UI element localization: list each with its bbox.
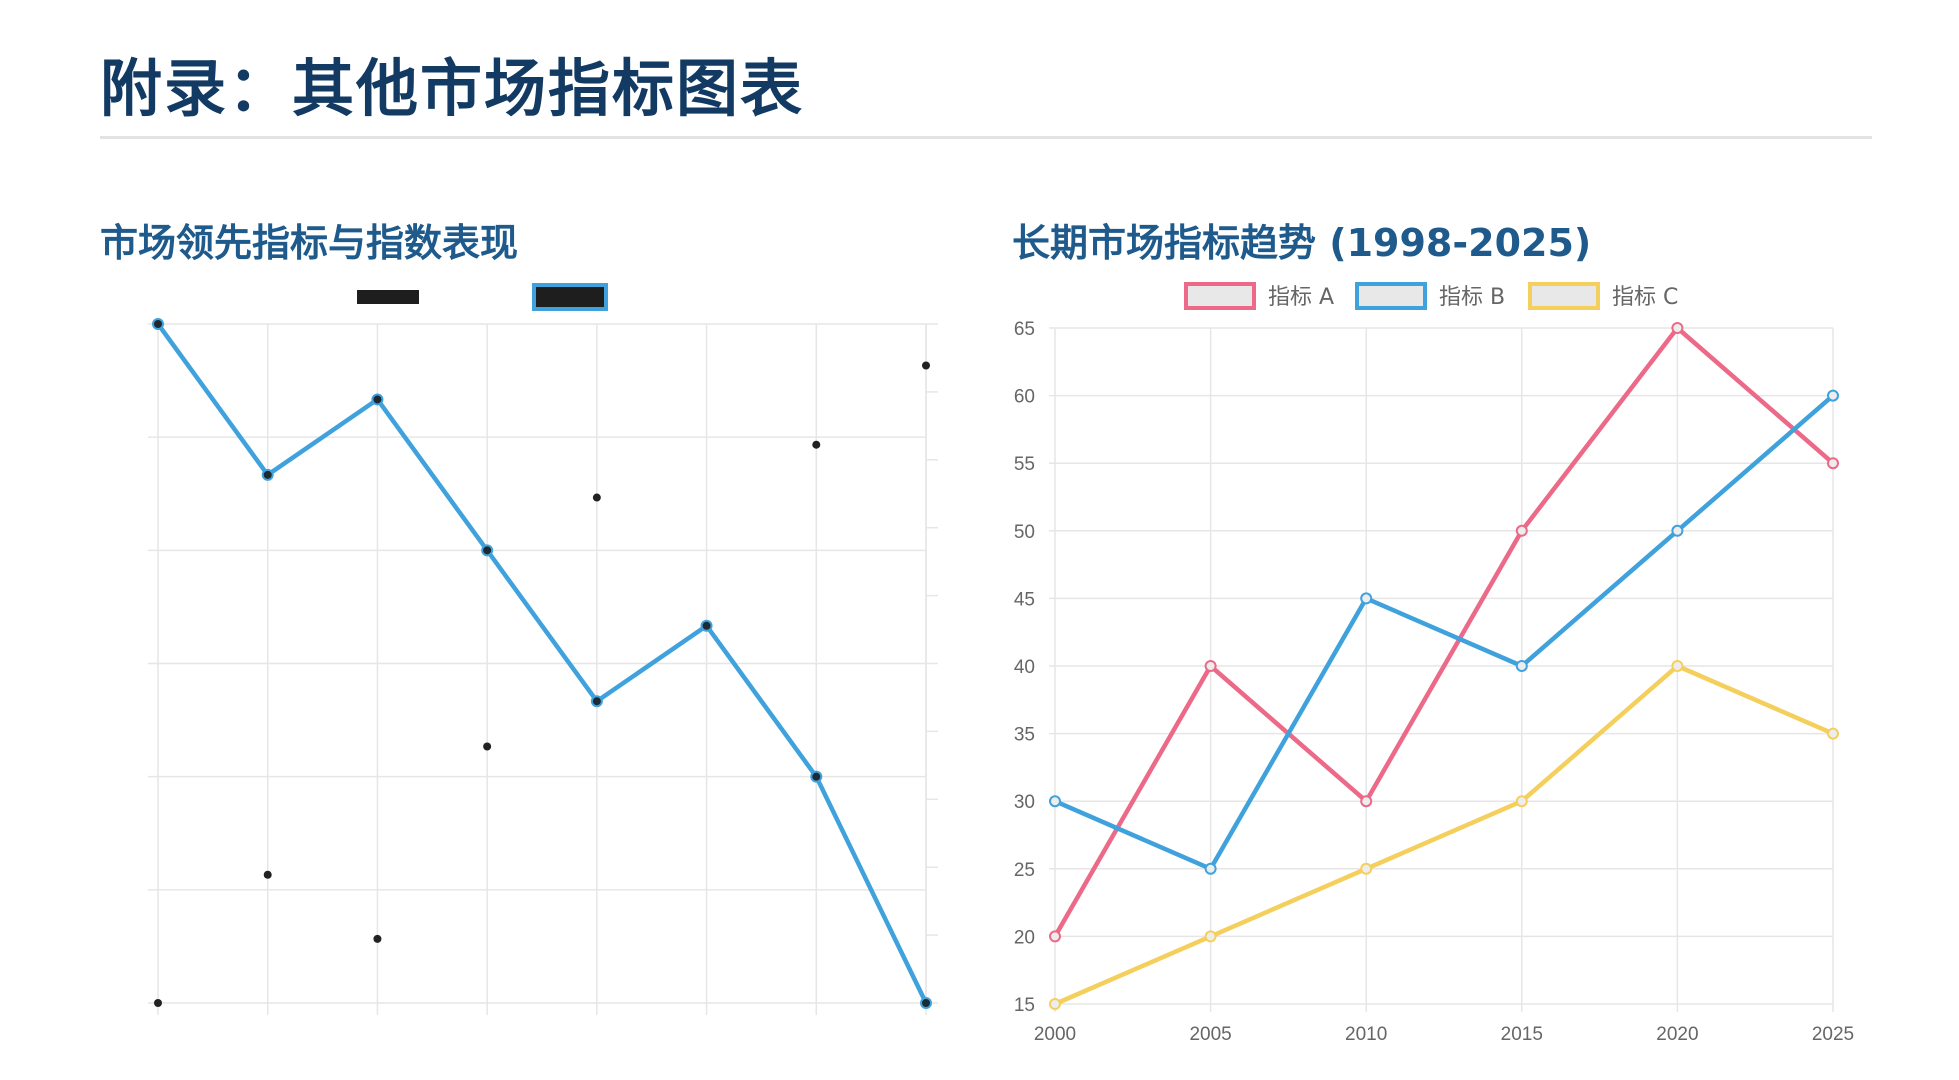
series-point xyxy=(1827,389,1839,402)
y-tick-label: 40 xyxy=(1014,657,1035,678)
y-tick-label: 60 xyxy=(1014,387,1035,408)
series-point xyxy=(1671,322,1684,334)
line-point xyxy=(590,695,603,708)
scatter-point xyxy=(592,493,601,502)
series-point xyxy=(1049,930,1061,943)
line-point xyxy=(920,997,932,1009)
y-tick-label: 15 xyxy=(1014,995,1035,1016)
series-point xyxy=(1204,660,1217,672)
series-point xyxy=(1360,862,1373,875)
series-point xyxy=(1049,998,1061,1010)
series-line xyxy=(1053,325,1835,938)
series-line xyxy=(1054,393,1835,872)
x-tick-label: 2010 xyxy=(1345,1024,1387,1045)
series-point xyxy=(1515,660,1528,672)
title-divider xyxy=(100,136,1872,139)
line-point xyxy=(152,318,164,330)
y-tick-label: 20 xyxy=(1014,927,1035,948)
y-tick-label: 50 xyxy=(1014,522,1035,543)
legend-swatch xyxy=(1528,282,1600,310)
y-tick-label: 45 xyxy=(1014,589,1035,610)
scatter-point xyxy=(483,742,492,751)
leading-indicator-chart xyxy=(148,283,938,1015)
y-tick-label: 65 xyxy=(1014,319,1035,340)
series-point xyxy=(1827,727,1839,740)
series-point xyxy=(1360,795,1373,808)
scatter-point xyxy=(373,934,382,943)
page-title: 附录：其他市场指标图表 xyxy=(100,52,805,125)
x-tick-label: 2025 xyxy=(1812,1024,1854,1045)
series-point xyxy=(1360,592,1373,605)
legend-label: 指标 C xyxy=(1612,285,1678,310)
series-line xyxy=(156,322,929,1004)
x-tick-label: 2005 xyxy=(1189,1024,1231,1045)
line-point xyxy=(810,770,823,783)
scatter-point xyxy=(812,440,821,449)
y-tick-label: 35 xyxy=(1014,725,1035,746)
series-point xyxy=(1049,795,1061,808)
right-chart-title: 长期市场指标趋势 (1998-2025) xyxy=(1012,221,1592,265)
line-point xyxy=(700,619,713,632)
scatter-point xyxy=(263,870,272,879)
y-tick-label: 25 xyxy=(1014,860,1035,881)
series-point xyxy=(1671,660,1684,672)
series-line xyxy=(1054,663,1834,1007)
line-point xyxy=(261,468,274,481)
scatter-point xyxy=(154,999,162,1007)
legend-swatch xyxy=(1184,282,1256,310)
series-point xyxy=(1671,524,1684,537)
legend-swatch xyxy=(1355,282,1427,310)
series-point xyxy=(1827,457,1839,470)
scatter-point xyxy=(922,361,930,370)
left-chart-title: 市场领先指标与指数表现 xyxy=(100,221,519,265)
x-tick-label: 2015 xyxy=(1501,1024,1543,1045)
legend-swatch-scatter xyxy=(357,290,419,304)
y-tick-label: 30 xyxy=(1014,792,1035,813)
series-point xyxy=(1204,862,1217,875)
series-point xyxy=(1204,930,1217,943)
x-tick-label: 2000 xyxy=(1034,1024,1076,1045)
series-point xyxy=(1515,524,1528,537)
x-tick-label: 2020 xyxy=(1656,1024,1698,1045)
line-point xyxy=(371,393,384,406)
legend-swatch-line xyxy=(532,283,608,311)
legend-label: 指标 B xyxy=(1439,285,1505,310)
y-tick-label: 55 xyxy=(1014,454,1035,475)
series-point xyxy=(1515,795,1528,808)
legend-label: 指标 A xyxy=(1268,285,1334,310)
line-point xyxy=(481,544,494,557)
